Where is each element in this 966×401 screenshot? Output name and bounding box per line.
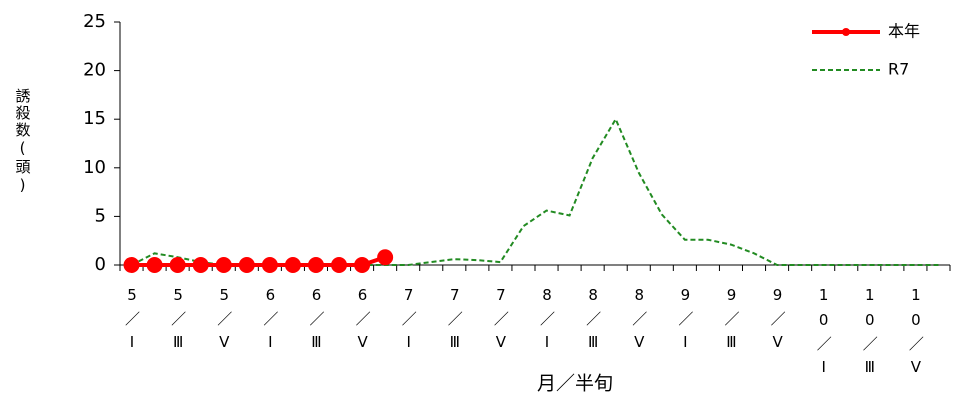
x-tick-label: 10／Ⅰ	[815, 286, 833, 383]
marker	[192, 257, 209, 273]
marker	[307, 257, 324, 273]
x-tick-label: 9／Ⅴ	[769, 286, 787, 358]
y-tick-label: 20	[83, 60, 106, 81]
marker	[169, 257, 186, 273]
y-axis-title: 誘殺数(頭)	[14, 88, 32, 196]
marker	[331, 257, 348, 273]
legend-label: R7	[888, 60, 909, 79]
marker	[377, 249, 394, 266]
legend-label: 本年	[888, 22, 920, 41]
x-tick-label: 7／Ⅲ	[446, 286, 464, 358]
x-tick-label: 8／Ⅲ	[584, 286, 602, 358]
x-tick-label: 7／Ⅰ	[400, 286, 418, 358]
marker	[146, 257, 163, 273]
x-tick-label: 10／Ⅴ	[907, 286, 925, 383]
y-tick-label: 0	[95, 254, 106, 275]
x-tick-label: 5／Ⅰ	[123, 286, 141, 358]
marker	[284, 257, 301, 273]
series-line	[131, 255, 386, 267]
x-tick-label: 10／Ⅲ	[861, 286, 879, 383]
x-tick-label: 9／Ⅰ	[676, 286, 694, 358]
marker	[354, 257, 371, 273]
x-tick-label: 6／Ⅲ	[307, 286, 325, 358]
series-line	[131, 117, 939, 266]
x-tick-label: 7／Ⅴ	[492, 286, 510, 358]
x-tick-label: 6／Ⅰ	[261, 286, 279, 358]
x-tick-label: 9／Ⅲ	[722, 286, 740, 358]
x-tick-label: 5／Ⅲ	[169, 286, 187, 358]
marker	[261, 257, 278, 273]
legend-marker	[842, 28, 850, 36]
x-axis-title: 月／半旬	[537, 373, 613, 395]
x-tick-label: 8／Ⅴ	[630, 286, 648, 358]
x-tick-label: 8／Ⅰ	[538, 286, 556, 358]
y-tick-label: 10	[83, 157, 106, 178]
marker	[215, 257, 232, 273]
x-tick-label: 6／Ⅴ	[354, 286, 372, 358]
x-tick-label: 5／Ⅴ	[215, 286, 233, 358]
marker	[123, 257, 140, 273]
marker	[238, 257, 255, 273]
y-tick-label: 5	[95, 205, 106, 226]
y-tick-label: 25	[83, 11, 106, 32]
y-tick-label: 15	[83, 108, 106, 129]
